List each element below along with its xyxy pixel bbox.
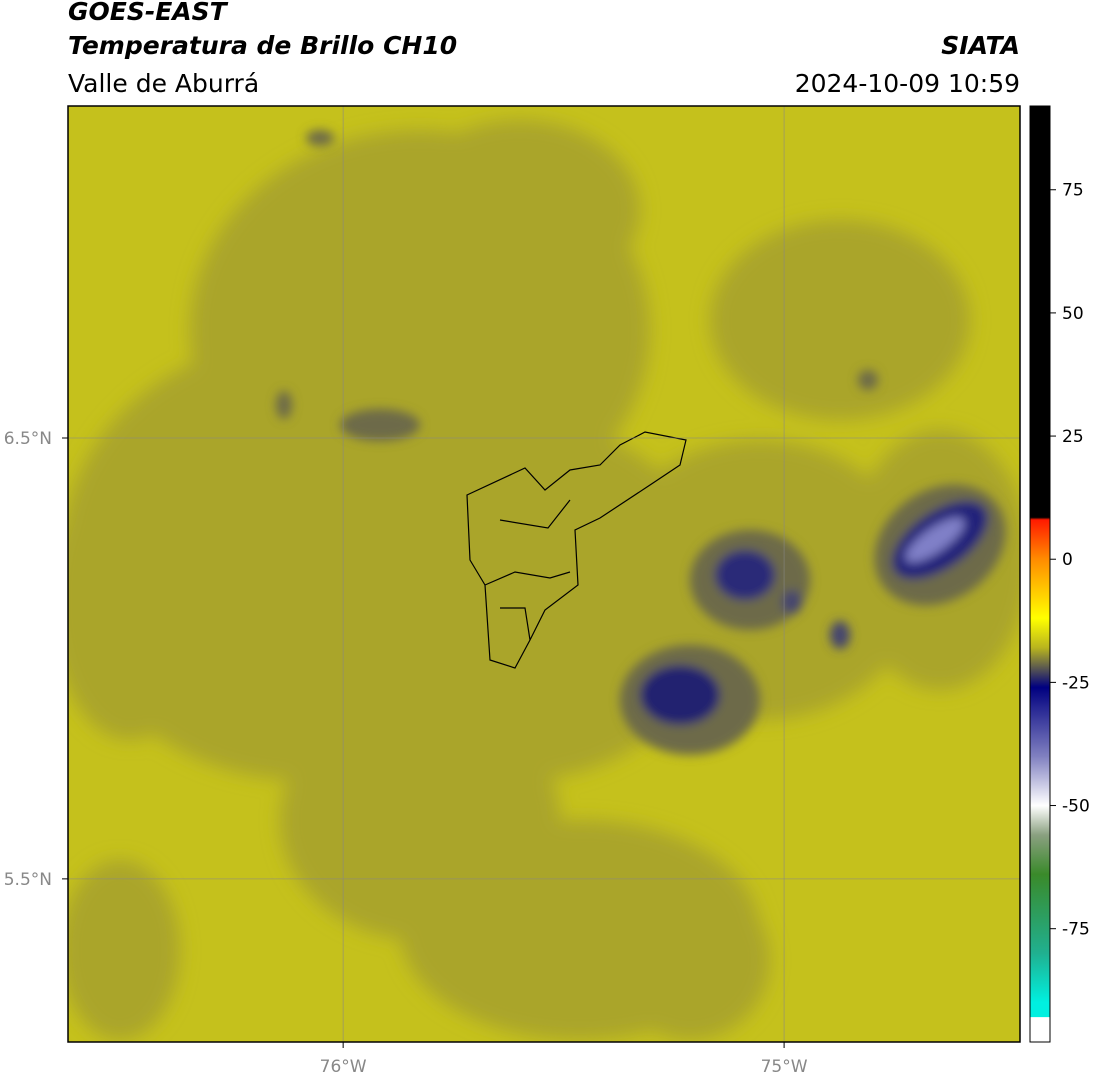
y-tick-label: 6.5°N xyxy=(4,429,52,449)
colorbar-tick-label: 75 xyxy=(1062,181,1084,201)
colorbar-tick-label: 0 xyxy=(1062,550,1073,570)
colorbar-tick-label: -50 xyxy=(1062,797,1090,817)
map-frame xyxy=(67,105,1021,1043)
datetime: 2024-10-09 10:59 xyxy=(795,69,1020,98)
colorbar-tick-label: -25 xyxy=(1062,673,1090,693)
colorbar-tick-label: -75 xyxy=(1062,920,1090,940)
x-tick-label: 75°W xyxy=(761,1057,808,1077)
municipal-boundaries xyxy=(466,431,687,669)
map-image xyxy=(68,106,1020,1042)
cold-clouds xyxy=(276,130,1006,755)
x-tick-label: 76°W xyxy=(320,1057,367,1077)
region: Valle de Aburrá xyxy=(68,69,259,98)
colorbar-tick-label: 50 xyxy=(1062,304,1084,324)
graticule xyxy=(62,106,1020,1048)
title: GOES-EAST xyxy=(68,0,229,26)
subtitle: Temperatura de Brillo CH10 xyxy=(68,31,457,60)
y-tick-label: 5.5°N xyxy=(4,870,52,890)
colorbar-tick-label: 25 xyxy=(1062,427,1084,447)
colorbar xyxy=(1029,105,1051,1043)
source: SIATA xyxy=(941,31,1020,60)
